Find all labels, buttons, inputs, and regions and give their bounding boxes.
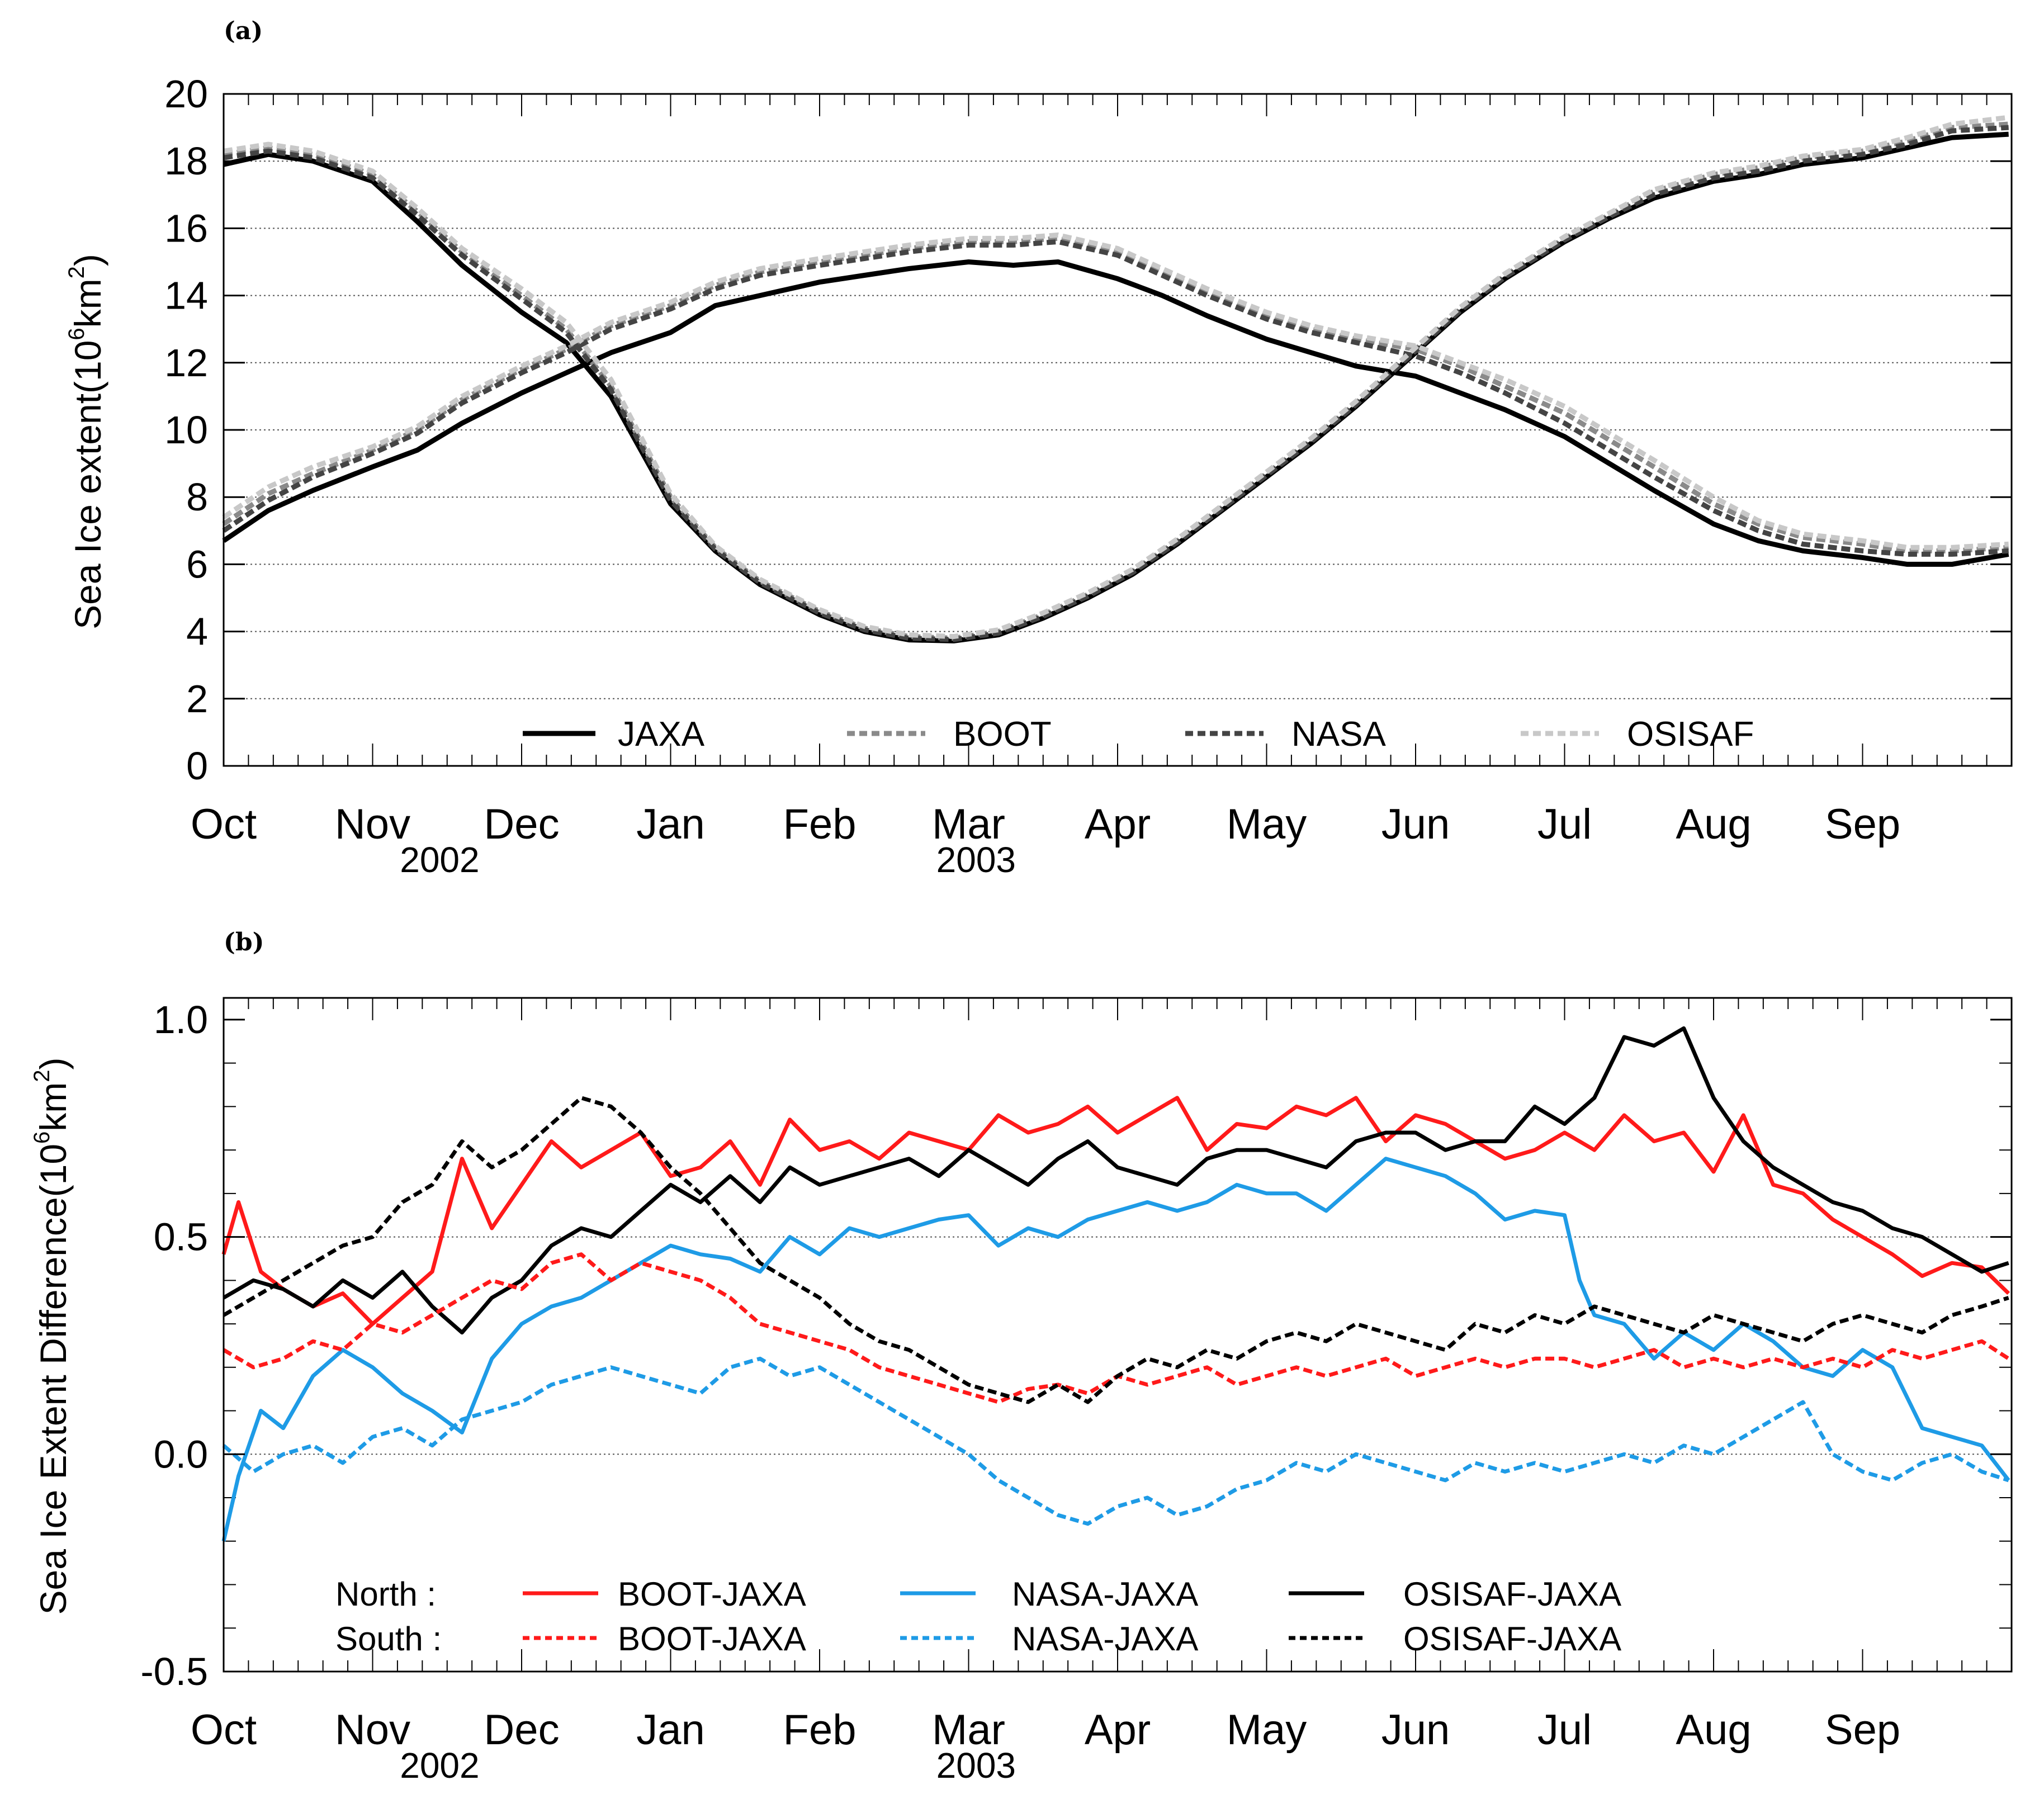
y-tick-label: 14	[164, 274, 208, 318]
legend-item-jaxa: JAXA	[523, 715, 705, 754]
panel-b-y-axis-ticks: -0.5 0.0 0.5 1.0	[140, 998, 2012, 1693]
x-month-label: Dec	[484, 801, 559, 848]
y-tick-label: -0.5	[140, 1650, 208, 1693]
x-month-label: May	[1227, 801, 1307, 848]
svg-text:NASA-JAXA: NASA-JAXA	[1012, 1620, 1198, 1658]
x-month-label: Aug	[1676, 1706, 1751, 1754]
svg-text:BOOT: BOOT	[953, 715, 1052, 754]
legend-item-nasa: NASA	[1185, 715, 1386, 754]
series-line-osisaf-arctic-	[222, 232, 2009, 550]
series-line-nasa-antarctic-	[223, 125, 2009, 642]
panel-a-gridlines	[224, 160, 2012, 699]
panel-b-legend: North : South : BOOT-JAXA NASA-JAXA OSIS…	[335, 1575, 1621, 1658]
x-month-label: Sep	[1825, 1706, 1900, 1754]
panel-b-series	[221, 1026, 2010, 1542]
series-line-boot-arctic-	[222, 235, 2009, 553]
series-line-north-osisaf-jaxa	[223, 1026, 2009, 1335]
panel-a-y-axis-ticks: 0 2 4 6 8 10 12 14 16 18 20	[164, 72, 2012, 788]
y-tick-label: 16	[164, 206, 208, 250]
x-month-label: Jun	[1381, 801, 1450, 848]
panel-a-x-axis-ticks: Oct Nov Dec Jan Feb Mar Apr May Jun Jul Aug Sep 2002…	[191, 94, 2012, 880]
x-month-label: Jul	[1537, 801, 1592, 848]
y-tick-label: 2	[186, 677, 208, 721]
legend-row-label-south: South :	[335, 1620, 442, 1658]
x-month-label: Aug	[1676, 801, 1751, 848]
y-tick-label: 0.0	[154, 1432, 208, 1476]
svg-text:OSISAF-JAXA: OSISAF-JAXA	[1403, 1575, 1621, 1613]
legend-item-north-osisaf-jaxa: OSISAF-JAXA	[1289, 1575, 1621, 1613]
svg-text:NASA-JAXA: NASA-JAXA	[1012, 1575, 1198, 1613]
svg-text:OSISAF: OSISAF	[1627, 715, 1754, 754]
x-month-label: Oct	[191, 1706, 257, 1754]
y-tick-label: 10	[164, 408, 208, 452]
y-tick-label: 18	[164, 139, 208, 183]
svg-text:BOOT-JAXA: BOOT-JAXA	[618, 1620, 806, 1658]
y-tick-label: 1.0	[154, 998, 208, 1041]
legend-item-south-osisaf-jaxa: OSISAF-JAXA	[1289, 1620, 1621, 1658]
panel-a-y-axis-label: Sea Ice extent(106km2)	[64, 254, 108, 629]
x-month-label: Sep	[1825, 801, 1900, 848]
panel-a-label: (a)	[224, 17, 263, 45]
y-tick-label: 4	[186, 610, 208, 654]
series-line-north-nasa-jaxa	[221, 1157, 2010, 1542]
panel-a-series	[222, 115, 2009, 643]
x-year-label: 2002	[400, 840, 479, 880]
y-tick-label: 8	[186, 475, 208, 519]
panel-b-x-axis-ticks: Oct Nov Dec Jan Feb Mar Apr May Jun Jul Aug Sep 2002…	[191, 998, 2012, 1786]
x-month-label: Nov	[335, 1706, 410, 1754]
legend-item-south-nasa-jaxa: NASA-JAXA	[900, 1620, 1198, 1658]
x-month-label: Jan	[636, 1706, 705, 1754]
legend-item-south-boot-jaxa: BOOT-JAXA	[523, 1620, 806, 1658]
legend-item-osisaf: OSISAF	[1521, 715, 1754, 754]
series-line-north-boot-jaxa	[221, 1096, 2010, 1326]
series-line-south-osisaf-jaxa	[223, 1096, 2009, 1404]
chart-panel-b: -0.5 0.0 0.5 1.0 Oct Nov Dec Jan Feb Mar Apr May Ju…	[30, 997, 2013, 1786]
legend-row-label-north: North :	[335, 1575, 436, 1613]
x-year-label: 2003	[936, 840, 1016, 880]
x-month-label: Nov	[335, 801, 410, 848]
x-month-label: Mar	[932, 1706, 1005, 1754]
x-month-label: Jul	[1537, 1706, 1592, 1754]
legend-item-north-nasa-jaxa: NASA-JAXA	[900, 1575, 1198, 1613]
y-tick-label: 6	[186, 542, 208, 586]
y-tick-label: 0.5	[154, 1215, 208, 1259]
series-line-jaxa-arctic-	[222, 259, 2009, 567]
svg-text:BOOT-JAXA: BOOT-JAXA	[618, 1575, 806, 1613]
y-tick-label: 12	[164, 341, 208, 385]
series-line-osisaf-antarctic-	[223, 115, 2009, 640]
panel-b-label: (b)	[224, 928, 264, 957]
x-month-label: Dec	[484, 1706, 559, 1754]
legend-item-boot: BOOT	[847, 715, 1052, 754]
svg-text:JAXA: JAXA	[618, 715, 705, 754]
series-line-nasa-arctic-	[222, 239, 2009, 557]
panel-a-legend: JAXA BOOT NASA OSISAF	[523, 715, 1754, 754]
x-month-label: Feb	[783, 1706, 857, 1754]
x-month-label: Jun	[1381, 1706, 1450, 1754]
panel-b-y-axis-label: Sea Ice Extent Difference(106km2)	[30, 1057, 74, 1615]
x-month-label: Apr	[1085, 801, 1151, 848]
chart-panel-a: 0 2 4 6 8 10 12 14 16 18 20 Oct Nov Dec Jan Feb Mar Apr M…	[64, 72, 2013, 880]
panel-b-gridlines	[224, 1236, 2012, 1455]
x-month-label: Jan	[636, 801, 705, 848]
x-month-label: Feb	[783, 801, 857, 848]
x-month-label: Apr	[1085, 1706, 1151, 1754]
x-month-label: Oct	[191, 801, 257, 848]
x-month-label: Mar	[932, 801, 1005, 848]
x-year-label: 2003	[936, 1745, 1016, 1786]
svg-text:NASA: NASA	[1291, 715, 1386, 754]
x-month-label: May	[1227, 1706, 1307, 1754]
legend-item-north-boot-jaxa: BOOT-JAXA	[523, 1575, 806, 1613]
panel-b-minor-ticks	[224, 1062, 2012, 1629]
svg-text:OSISAF-JAXA: OSISAF-JAXA	[1403, 1620, 1621, 1658]
x-year-label: 2002	[400, 1745, 479, 1786]
y-tick-label: 0	[186, 744, 208, 788]
y-tick-label: 20	[164, 72, 208, 116]
